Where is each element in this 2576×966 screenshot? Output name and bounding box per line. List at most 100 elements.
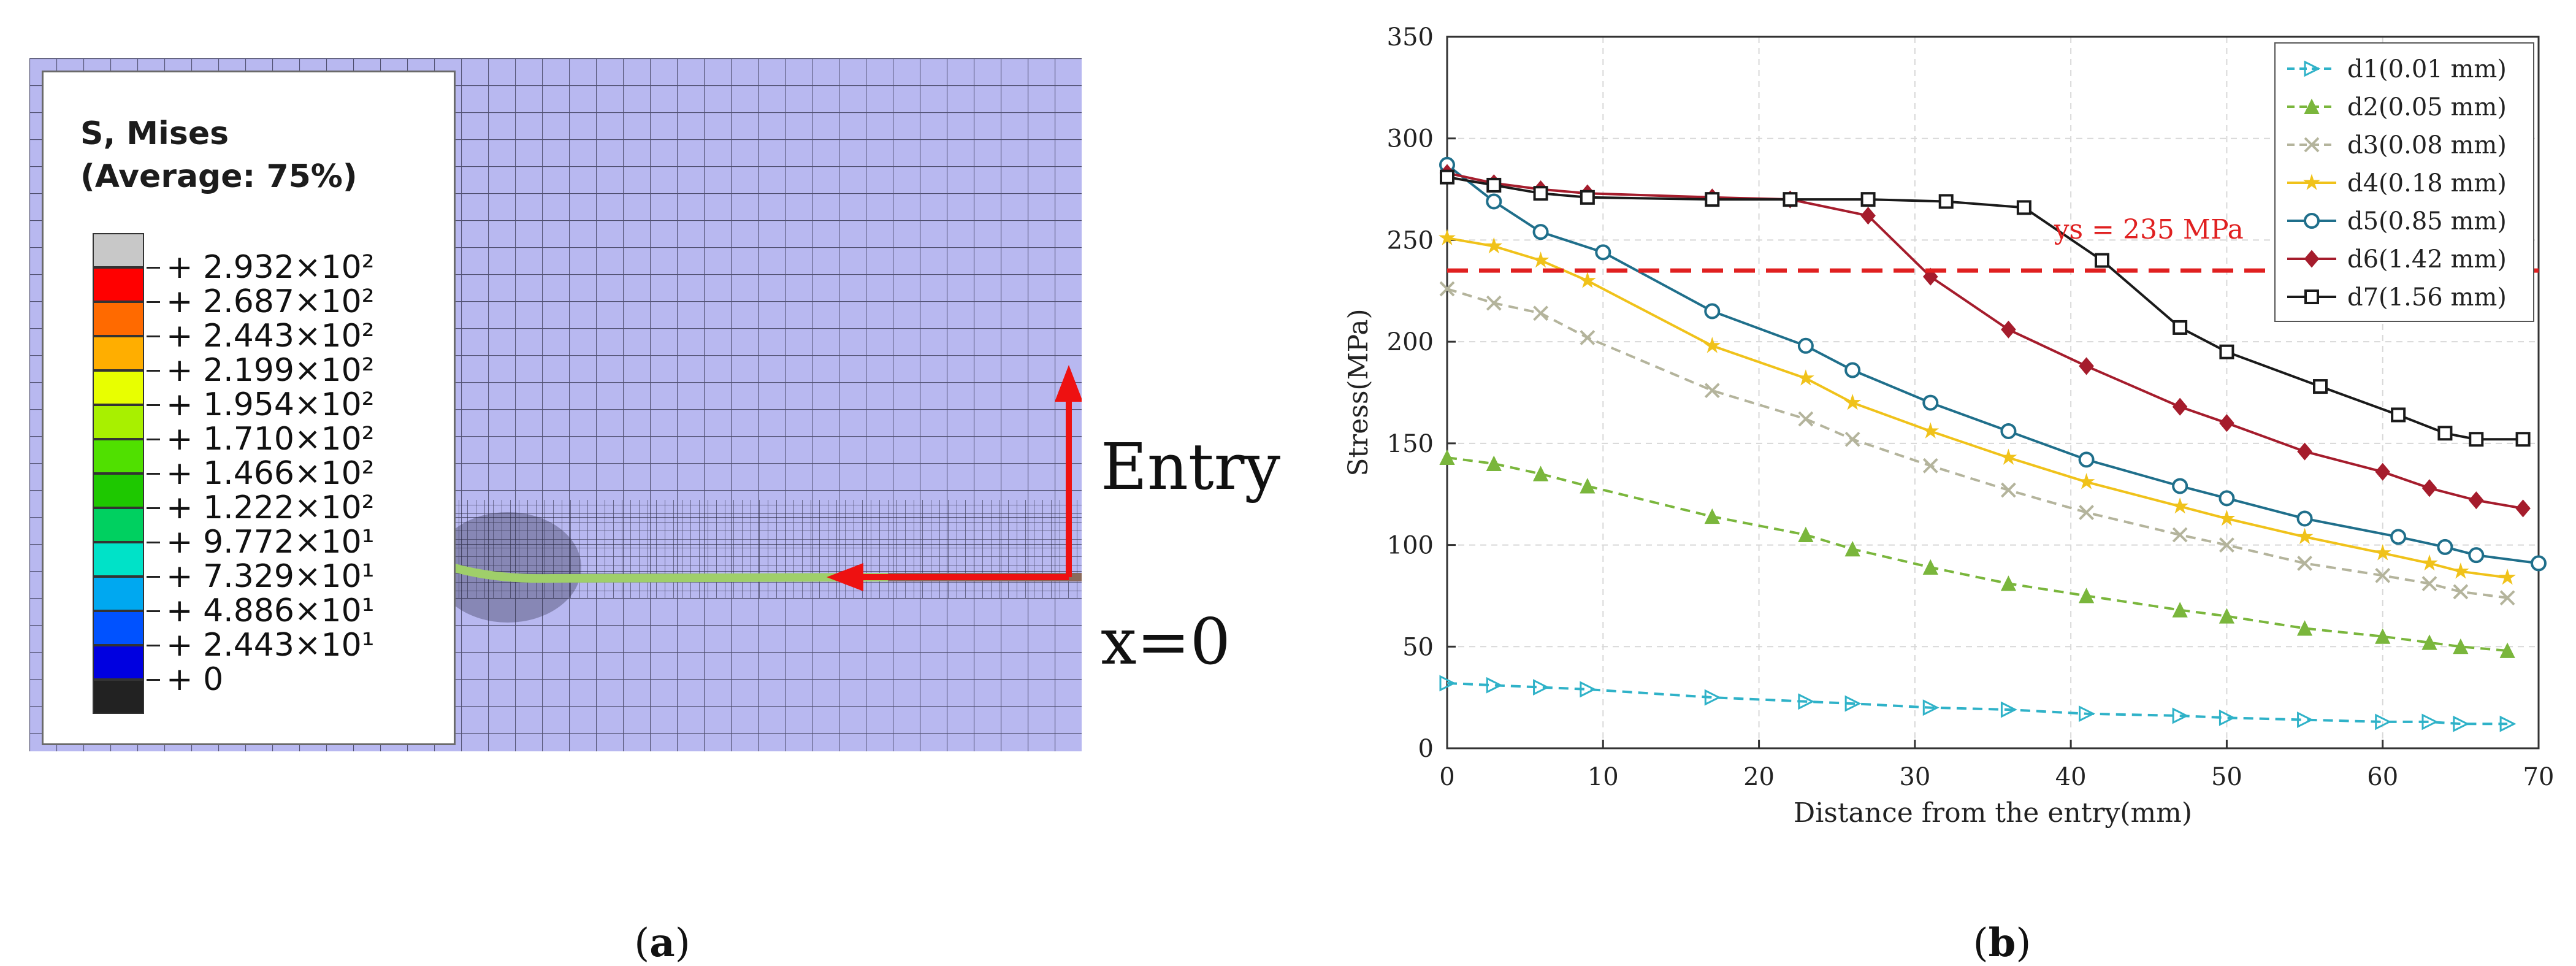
colorbar-label: + 2.199×10² <box>166 352 375 389</box>
data-point <box>1580 190 1595 205</box>
colorbar-swatch <box>93 336 144 370</box>
series-d5 <box>1439 156 2547 572</box>
data-point <box>1439 229 1456 245</box>
colorbar-tick <box>147 679 160 681</box>
series-d6 <box>1439 164 2531 518</box>
data-point <box>2172 478 2188 494</box>
data-point <box>2000 448 2017 465</box>
colorbar-swatch <box>93 302 144 336</box>
data-point <box>2499 715 2517 732</box>
colorbar-swatch <box>93 542 144 577</box>
data-point <box>1704 508 1720 524</box>
data-point <box>2421 576 2437 591</box>
x-tick-label: 0 <box>1439 763 1454 791</box>
data-point <box>1439 449 1455 466</box>
data-point <box>2374 544 2391 561</box>
data-point <box>1783 192 1798 207</box>
data-point <box>2000 575 2017 591</box>
y-tick-label: 150 <box>1387 430 1434 458</box>
data-point <box>1532 224 1549 240</box>
colorbar-tick <box>147 267 160 269</box>
data-point <box>2453 638 2469 654</box>
data-point <box>2219 414 2234 432</box>
data-point <box>1844 393 1862 410</box>
colorbar-label: + 2.687×10² <box>166 283 375 320</box>
data-point <box>2171 497 2189 514</box>
data-point <box>2218 509 2236 526</box>
colorbar-swatch <box>93 405 144 439</box>
axes: 0 10 20 30 40 50 60 70 0 50 100 150 200 250 300 350 Dist… <box>1343 23 2554 829</box>
origin-label: x=0 <box>1101 604 1231 679</box>
data-point <box>2296 620 2313 636</box>
data-point <box>2016 200 2031 215</box>
colorbar-swatch <box>93 611 144 645</box>
colorbar-swatch <box>93 645 144 680</box>
colorbar-swatch <box>93 508 144 542</box>
colorbar-swatch <box>93 577 144 611</box>
y-tick-label: 250 <box>1387 226 1434 255</box>
colorbar-label: + 4.886×10¹ <box>166 592 375 629</box>
y-tick-label: 200 <box>1387 328 1434 356</box>
data-point <box>2515 432 2531 447</box>
data-point <box>1439 675 1456 692</box>
legend-entry: d2(0.05 mm) <box>2347 93 2507 121</box>
data-point <box>1922 559 1938 575</box>
fea-stress-contour-panel: S, Mises (Average: 75%) + 2.932×10² + 2.6… <box>29 58 1082 751</box>
entry-label: Entry <box>1101 429 1281 504</box>
data-point <box>1580 681 1597 698</box>
colorbar-label: + 1.710×10² <box>166 421 375 458</box>
legend-entry: d4(0.18 mm) <box>2347 169 2507 197</box>
colorbar-label: + 2.443×10¹ <box>166 627 375 664</box>
data-point <box>2219 490 2235 507</box>
data-point <box>1580 330 1596 345</box>
data-point <box>1798 411 1814 427</box>
legend-entry: d1(0.01 mm) <box>2347 55 2507 83</box>
data-point <box>2375 713 2392 730</box>
colorbar-label: + 7.329×10¹ <box>166 558 375 595</box>
data-point <box>2499 568 2517 585</box>
colorbar-swatch <box>93 439 144 473</box>
legend-entry: d5(0.85 mm) <box>2347 207 2507 236</box>
x-tick-label: 50 <box>2211 763 2242 791</box>
data-point <box>2173 320 2188 335</box>
colorbar-label: + 2.443×10² <box>166 318 375 355</box>
data-point <box>1533 305 1548 321</box>
data-point <box>1798 693 1815 710</box>
x-tick-label: 60 <box>2367 763 2398 791</box>
data-point <box>1844 431 1860 447</box>
data-point <box>1938 194 1954 209</box>
data-point <box>2001 320 2016 339</box>
data-point <box>2437 539 2453 555</box>
x-tick-label: 10 <box>1588 763 1619 791</box>
data-point <box>2172 397 2188 416</box>
data-point <box>2304 213 2320 229</box>
data-point <box>1844 362 1861 378</box>
colorbar-swatch <box>93 267 144 302</box>
colorbar-tick <box>147 542 160 543</box>
colorbar-tick <box>147 370 160 372</box>
data-point <box>1486 677 1503 694</box>
data-point <box>2515 499 2531 518</box>
series-d4 <box>1439 229 2517 585</box>
data-point <box>1532 466 1549 481</box>
data-point <box>2468 491 2484 510</box>
data-point <box>2172 707 2189 724</box>
x-tick-label: 70 <box>2523 763 2555 791</box>
data-point <box>1704 689 1721 706</box>
data-point <box>2219 537 2234 553</box>
data-point <box>1703 337 1721 353</box>
x-axis-label: Distance from the entry(mm) <box>1794 797 2192 829</box>
data-point <box>2304 250 2320 268</box>
data-point <box>2303 174 2320 190</box>
data-point <box>1860 207 1876 225</box>
data-point <box>2421 713 2439 730</box>
data-point <box>1797 369 1814 386</box>
data-point <box>2452 562 2469 579</box>
legend-entry: d6(1.42 mm) <box>2347 245 2507 274</box>
data-point <box>2079 357 2094 375</box>
data-point <box>2219 608 2235 624</box>
series-group <box>1439 156 2547 732</box>
legend-title: S, Mises <box>80 115 229 152</box>
data-point <box>1704 303 1721 320</box>
data-point <box>2468 547 2485 564</box>
